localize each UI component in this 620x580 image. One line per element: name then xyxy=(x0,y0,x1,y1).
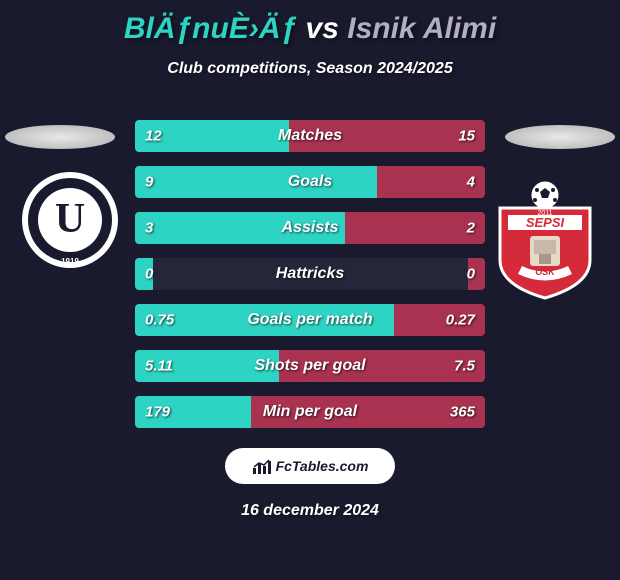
stat-value-left: 9 xyxy=(145,174,153,191)
stat-row: 0 0 Hattricks xyxy=(135,258,485,290)
date: 16 december 2024 xyxy=(241,502,379,520)
stat-bar-left xyxy=(135,166,377,198)
player2-name: Isnik Alimi xyxy=(347,12,496,45)
stat-value-right: 15 xyxy=(458,128,475,145)
stat-bar-right xyxy=(345,212,485,244)
stat-label: Assists xyxy=(282,219,339,237)
stat-value-right: 2 xyxy=(467,220,475,237)
stat-value-right: 0.27 xyxy=(446,312,475,329)
stat-bars: 12 15 Matches 9 4 Goals 3 2 Assists 0 0 Hattricks 0.… xyxy=(135,120,485,442)
team1-crest: U 1919 xyxy=(20,170,120,270)
team1-letter: U xyxy=(55,196,85,242)
team2-crest-svg: SEPSI 2011 OSK xyxy=(490,180,600,300)
stat-value-left: 0 xyxy=(145,266,153,283)
player2-platform xyxy=(505,125,615,149)
stat-value-left: 3 xyxy=(145,220,153,237)
player1-platform xyxy=(5,125,115,149)
stat-row: 3 2 Assists xyxy=(135,212,485,244)
stat-label: Goals xyxy=(288,173,332,191)
stat-value-right: 4 xyxy=(467,174,475,191)
chart-icon xyxy=(252,458,272,474)
logo-text: FcTables.com xyxy=(276,458,369,474)
stat-label: Matches xyxy=(278,127,342,145)
stat-value-left: 12 xyxy=(145,128,162,145)
vs-text: vs xyxy=(297,12,347,45)
player1-name: BlÄƒnuÈ›Äƒ xyxy=(124,12,297,45)
stat-value-left: 179 xyxy=(145,404,170,421)
team1-year: 1919 xyxy=(61,257,79,266)
stat-row: 179 365 Min per goal xyxy=(135,396,485,428)
team2-name-bottom: OSK xyxy=(535,267,556,277)
stat-row: 9 4 Goals xyxy=(135,166,485,198)
stat-label: Hattricks xyxy=(276,265,344,283)
stat-value-right: 365 xyxy=(450,404,475,421)
stat-value-left: 0.75 xyxy=(145,312,174,329)
stat-row: 5.11 7.5 Shots per goal xyxy=(135,350,485,382)
comparison-title: BlÄƒnuÈ›Äƒ vs Isnik Alimi xyxy=(0,0,620,46)
fctables-logo[interactable]: FcTables.com xyxy=(225,448,395,484)
stat-label: Min per goal xyxy=(263,403,357,421)
stat-row: 0.75 0.27 Goals per match xyxy=(135,304,485,336)
subtitle: Club competitions, Season 2024/2025 xyxy=(0,60,620,78)
team1-crest-svg: U 1919 xyxy=(20,170,120,270)
team2-name-top: SEPSI xyxy=(526,215,565,230)
stat-row: 12 15 Matches xyxy=(135,120,485,152)
team2-crest: SEPSI 2011 OSK xyxy=(490,180,600,300)
stat-value-left: 5.11 xyxy=(145,358,173,375)
stat-label: Goals per match xyxy=(247,311,372,329)
stat-label: Shots per goal xyxy=(254,357,365,375)
stat-value-right: 7.5 xyxy=(454,358,475,375)
stat-value-right: 0 xyxy=(467,266,475,283)
team2-year: 2011 xyxy=(537,210,552,217)
